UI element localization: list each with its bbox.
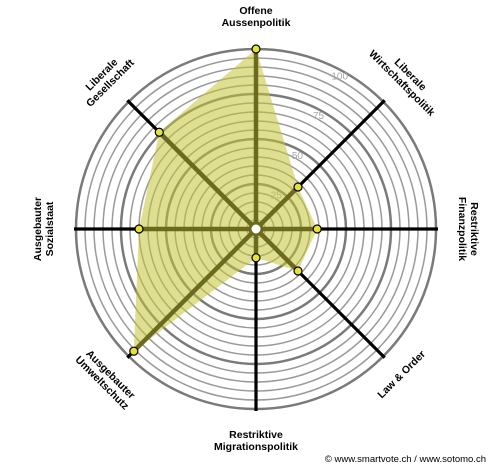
axis-label-line: Finanzpolitik	[456, 197, 468, 261]
tick-label: 50	[292, 151, 304, 162]
center-marker	[248, 221, 264, 237]
copyright-credit: © www.smartvote.ch / www.sotomo.ch	[325, 454, 486, 465]
value-marker	[312, 224, 322, 234]
axis-label-line: Aussenpolitik	[222, 17, 291, 29]
value-markers	[129, 44, 322, 356]
value-marker	[251, 253, 261, 263]
axis-label-line: Ausgebauter	[32, 197, 44, 261]
value-spoke	[254, 185, 300, 231]
tick-label: 100	[331, 71, 348, 82]
axis-label-line: Migrationspolitik	[214, 441, 298, 453]
axis-label: Ausgebauter Sozialstaat	[32, 197, 56, 261]
tick-label: 75	[313, 111, 325, 122]
value-marker	[129, 346, 139, 356]
value-spokes	[132, 49, 318, 353]
axis-label-line: Restriktive	[468, 202, 480, 256]
value-marker	[293, 182, 303, 192]
axis-label-line: Sozialstaat	[44, 201, 56, 256]
value-marker	[293, 266, 303, 276]
value-spoke	[132, 227, 258, 353]
value-spoke	[254, 227, 300, 273]
axis-label-line: Restriktive	[229, 429, 283, 441]
value-marker	[154, 127, 164, 137]
value-marker	[251, 44, 261, 54]
axis-label-line: Offene	[239, 5, 272, 17]
value-spoke	[157, 130, 258, 231]
value-marker	[134, 224, 144, 234]
